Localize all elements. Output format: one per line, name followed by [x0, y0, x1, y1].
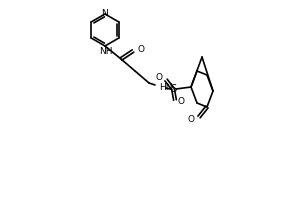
- Text: O: O: [137, 46, 144, 54]
- Text: O: O: [178, 98, 185, 106]
- Text: O: O: [156, 73, 163, 82]
- Text: N: N: [102, 9, 108, 19]
- Text: S: S: [170, 84, 176, 94]
- Text: HN: HN: [159, 82, 172, 92]
- Text: NH: NH: [99, 47, 113, 56]
- Text: O: O: [188, 114, 195, 123]
